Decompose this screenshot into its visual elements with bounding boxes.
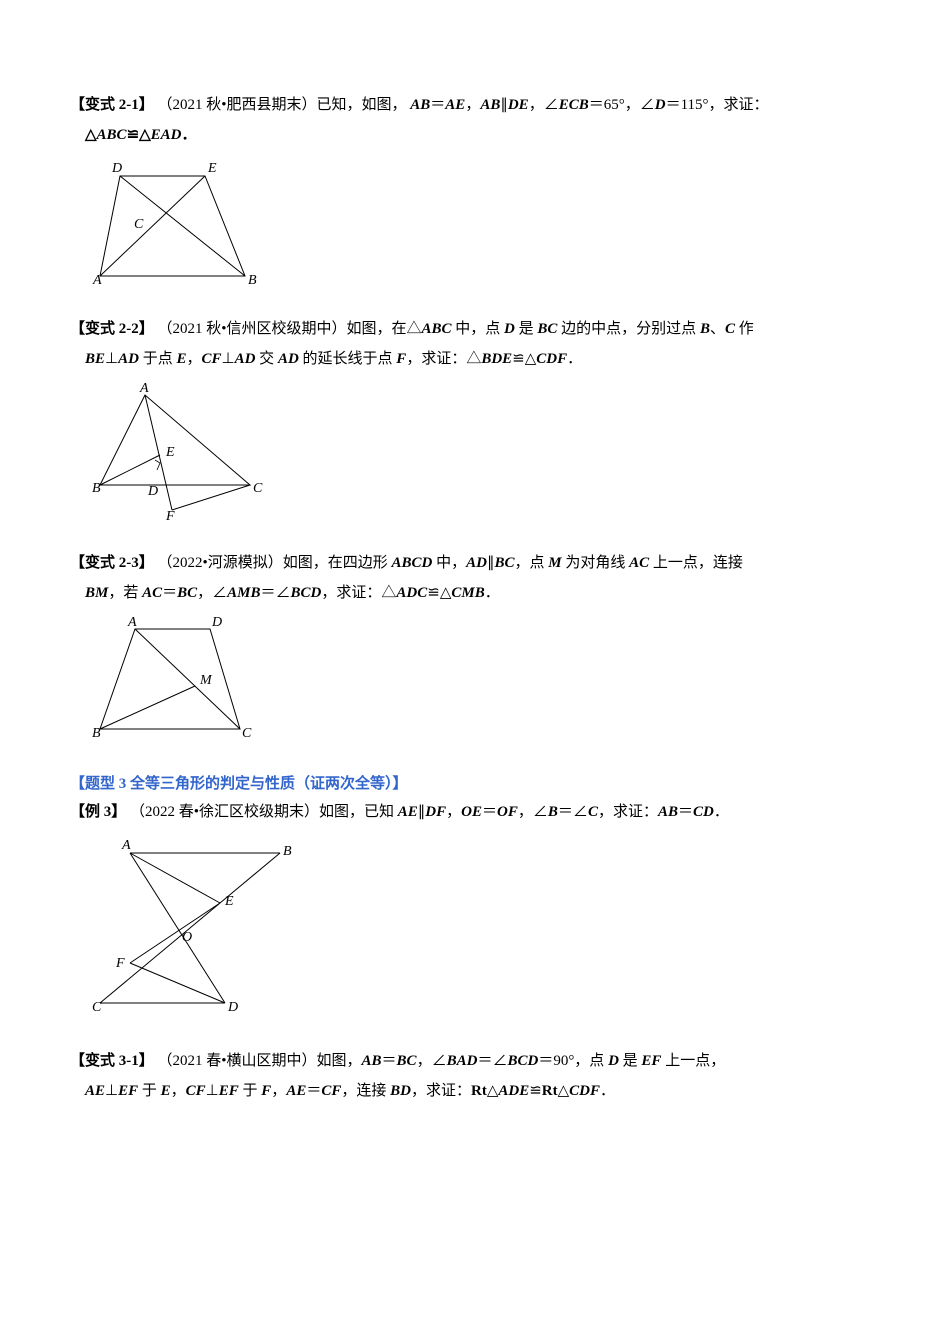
tag: 【例 3】 — [70, 804, 126, 820]
problem-2-2: 【变式 2-2】 （2021 秋•信州区校级期中）如图，在△ABC 中，点 D … — [70, 314, 880, 520]
u3: ，点 — [515, 555, 549, 571]
s4: 边的中点，分别过点 — [557, 321, 700, 337]
problem-2-3-text: 【变式 2-3】 （2022•河源模拟）如图，在四边形 ABCD 中，AD∥BC… — [70, 548, 880, 578]
v3: ， — [417, 1053, 432, 1069]
v1: （2021 春•横山区期中）如图， — [158, 1053, 362, 1069]
fO: O — [182, 930, 192, 945]
v7: 上一点， — [661, 1053, 725, 1069]
mM: M — [199, 673, 213, 688]
t1: ＝65°， — [589, 97, 640, 113]
s2: 中，点 — [452, 321, 505, 337]
fB: B — [283, 844, 292, 859]
e4: ， — [518, 804, 533, 820]
tag: 【变式 3-1】 — [70, 1053, 154, 1069]
s3: 是 — [515, 321, 538, 337]
v6: 是 — [619, 1053, 642, 1069]
problem-3-1-text: 【变式 3-1】 （2021 春•横山区期中）如图，AB＝BC，∠BAD＝∠BC… — [70, 1046, 880, 1076]
v4: ＝ — [477, 1053, 492, 1069]
problem-2-1-text: 【变式 2-1】 （2021 秋•肥西县期末）已知，如图， AB＝AE，AB∥D… — [70, 90, 880, 120]
u4: 为对角线 — [562, 555, 630, 571]
problem-2-3-line2: BM，若 AC＝BC，∠AMB＝∠BCD，求证：△ADC≌△CMB． — [70, 578, 880, 608]
problem-2-1-line2: △ABC≌△EAD． — [70, 120, 880, 150]
lB: B — [92, 481, 101, 496]
s5: 作 — [735, 321, 754, 337]
fE: E — [224, 894, 234, 909]
src: （2021 秋•肥西县期末）已知，如图， — [158, 97, 407, 113]
e3: ＝ — [482, 804, 497, 820]
tag: 【变式 2-3】 — [70, 555, 154, 571]
problem-3-1: 【变式 3-1】 （2021 春•横山区期中）如图，AB＝BC，∠BAD＝∠BC… — [70, 1046, 880, 1106]
problem-2-2-text: 【变式 2-2】 （2021 秋•信州区校级期中）如图，在△ABC 中，点 D … — [70, 314, 880, 344]
problem-3-1-line2: AE⊥EF 于 E，CF⊥EF 于 F，AE＝CF，连接 BD，求证：Rt△AD… — [70, 1076, 880, 1106]
lblD: D — [111, 161, 122, 176]
fA: A — [121, 838, 131, 853]
mC: C — [242, 726, 252, 741]
e8: ． — [714, 804, 729, 820]
lF: F — [165, 509, 175, 520]
problem-2-2-line2: BE⊥AD 于点 E，CF⊥AD 交 AD 的延长线于点 F，求证：△BDE≌△… — [70, 344, 880, 374]
example-3: 【例 3】 （2022 春•徐汇区校级期末）如图，已知 AE∥DF，OE＝OF，… — [70, 797, 880, 1018]
figure-2-2: A B C D E F — [90, 380, 270, 520]
fC: C — [92, 1000, 102, 1015]
tag: 【变式 2-1】 — [70, 97, 154, 113]
e7: ＝ — [678, 804, 693, 820]
v2: ＝ — [382, 1053, 397, 1069]
lblA: A — [92, 273, 102, 286]
example-3-text: 【例 3】 （2022 春•徐汇区校级期末）如图，已知 AE∥DF，OE＝OF，… — [70, 797, 880, 827]
figure-2-1: A B C D E — [90, 156, 260, 286]
u1: （2022•河源模拟）如图，在四边形 — [158, 555, 392, 571]
e1: （2022 春•徐汇区校级期末）如图，已知 — [130, 804, 398, 820]
e2: ， — [446, 804, 461, 820]
mB: B — [92, 726, 101, 741]
fF: F — [115, 956, 125, 971]
mD: D — [211, 615, 222, 630]
lD: D — [147, 484, 158, 499]
u2: 中， — [432, 555, 466, 571]
lblE: E — [207, 161, 217, 176]
u5: 上一点，连接 — [649, 555, 743, 571]
tag: 【变式 2-2】 — [70, 321, 154, 337]
lE: E — [165, 445, 175, 460]
lblC: C — [134, 217, 144, 232]
s1: （2021 秋•信州区校级期中）如图，在△ — [158, 321, 422, 337]
section-header-3: 【题型 3 全等三角形的判定与性质（证两次全等）】 — [70, 772, 880, 793]
lblB: B — [248, 273, 257, 286]
lC: C — [253, 481, 263, 496]
v5: ＝90°，点 — [538, 1053, 608, 1069]
fD: D — [227, 1000, 238, 1015]
mA: A — [127, 615, 137, 630]
problem-2-3: 【变式 2-3】 （2022•河源模拟）如图，在四边形 ABCD 中，AD∥BC… — [70, 548, 880, 744]
e5: ＝ — [558, 804, 573, 820]
figure-2-3: A D B C M — [90, 614, 260, 744]
lA: A — [139, 381, 149, 396]
figure-3: A B C D E F O — [90, 833, 300, 1018]
problem-2-1: 【变式 2-1】 （2021 秋•肥西县期末）已知，如图， AB＝AE，AB∥D… — [70, 90, 880, 286]
e6: ，求证： — [598, 804, 658, 820]
t2: ＝115°，求证： — [666, 97, 769, 113]
